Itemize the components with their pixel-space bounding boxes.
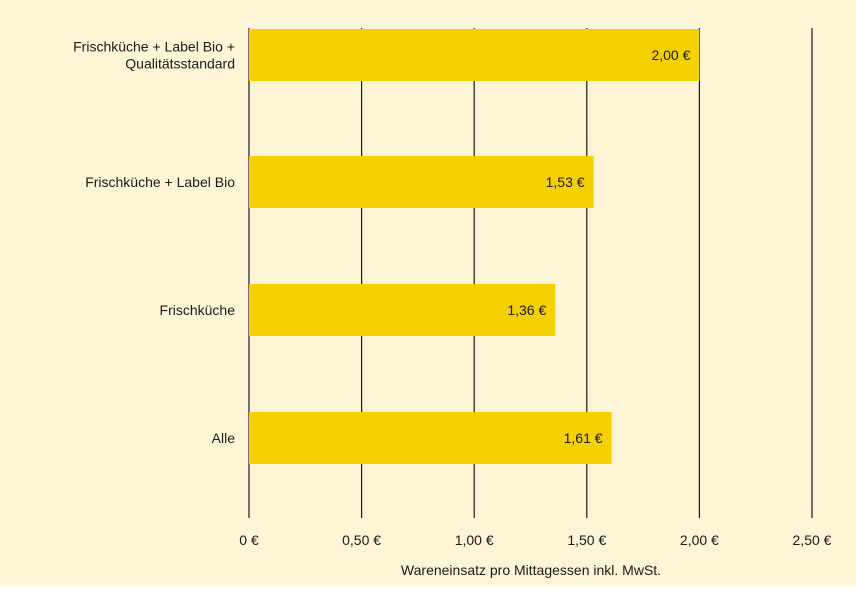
bar-value-label: 2,00 € (651, 47, 690, 63)
x-tick-label: 0 € (239, 532, 259, 548)
category-label: Frischküche + Label Bio + (73, 39, 235, 55)
category-label: Qualitätsstandard (125, 56, 235, 72)
x-tick-label: 2,50 € (793, 532, 832, 548)
bar (249, 412, 612, 464)
category-label: Frischküche + Label Bio (85, 174, 235, 190)
bar-value-label: 1,53 € (546, 174, 585, 190)
x-tick-label: 1,00 € (455, 532, 494, 548)
gridlines (248, 28, 813, 518)
x-tick-label: 2,00 € (680, 532, 719, 548)
bar-value-label: 1,36 € (507, 302, 546, 318)
category-labels: Frischküche + Label Bio +Qualitätsstanda… (73, 39, 235, 447)
x-tick-label: 0,50 € (342, 532, 381, 548)
bar (249, 156, 594, 208)
category-label: Alle (212, 430, 236, 446)
bar (249, 29, 700, 81)
bars: 2,00 € 1,53 € 1,36 € 1,61 € (249, 29, 700, 464)
category-label: Frischküche (160, 302, 236, 318)
x-tick-labels: 0 € 0,50 € 1,00 € 1,50 € 2,00 € 2,50 € (239, 532, 831, 548)
x-tick-label: 1,50 € (567, 532, 606, 548)
bar-value-label: 1,61 € (564, 430, 603, 446)
bar (249, 284, 556, 336)
x-axis-label: Wareneinsatz pro Mittagessen inkl. MwSt. (401, 562, 661, 578)
